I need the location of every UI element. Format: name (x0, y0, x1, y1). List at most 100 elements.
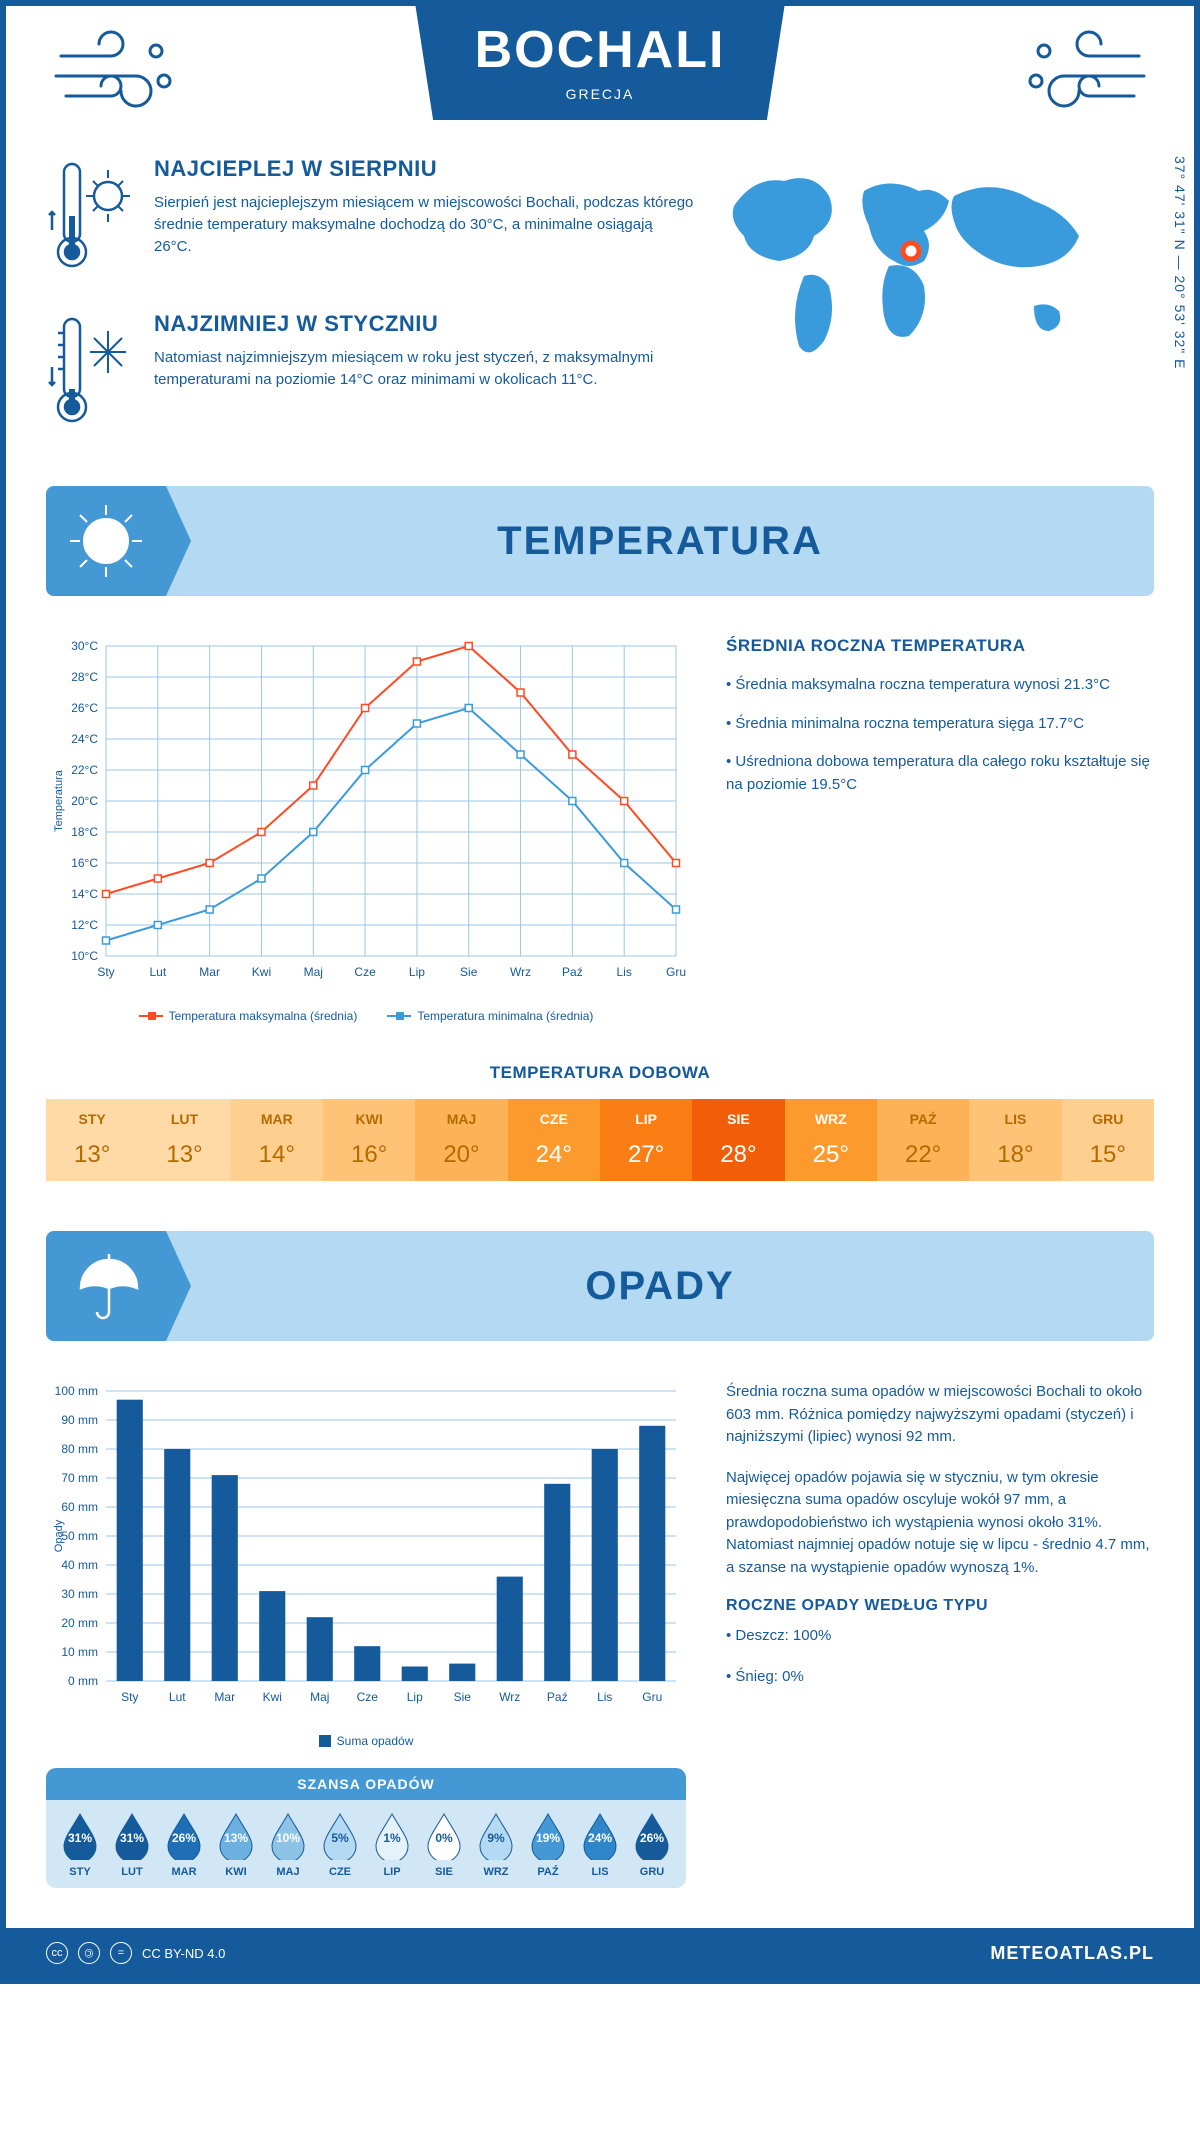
svg-text:26°C: 26°C (71, 701, 98, 715)
temp-summary-title: ŚREDNIA ROCZNA TEMPERATURA (726, 636, 1154, 656)
coordinates: 37° 47' 31" N — 20° 53' 32" E (1172, 156, 1188, 369)
temperature-title: TEMPERATURA (166, 519, 1154, 564)
chance-cell: 31% STY (54, 1812, 106, 1878)
precip-p2: Najwięcej opadów pojawia się w styczniu,… (726, 1467, 1154, 1580)
cold-block: NAJZIMNIEJ W STYCZNIU Natomiast najzimni… (46, 311, 694, 436)
chance-cell: 10% MAJ (262, 1812, 314, 1878)
hot-block: NAJCIEPLEJ W SIERPNIU Sierpień jest najc… (46, 156, 694, 281)
svg-text:20 mm: 20 mm (61, 1616, 98, 1630)
by-icon: 🄯 (78, 1942, 100, 1964)
svg-text:Kwi: Kwi (252, 965, 271, 979)
nd-icon: = (110, 1942, 132, 1964)
precip-summary: Średnia roczna suma opadów w miejscowośc… (726, 1381, 1154, 1888)
svg-text:28°C: 28°C (71, 670, 98, 684)
svg-text:40 mm: 40 mm (61, 1558, 98, 1572)
precip-legend: Suma opadów (337, 1734, 414, 1748)
svg-text:Lip: Lip (409, 965, 425, 979)
world-map (714, 156, 1114, 376)
sun-icon (46, 486, 166, 596)
svg-text:Cze: Cze (354, 965, 376, 979)
title-ribbon: BOCHALI GRECJA (415, 0, 786, 120)
svg-text:24°C: 24°C (71, 732, 98, 746)
svg-text:Lis: Lis (617, 965, 632, 979)
svg-text:Lut: Lut (169, 1690, 186, 1704)
temperature-summary: ŚREDNIA ROCZNA TEMPERATURA • Średnia mak… (726, 636, 1154, 1023)
daily-cell: SIE28° (692, 1099, 784, 1181)
temperature-chart: 10°C12°C14°C16°C18°C20°C22°C24°C26°C28°C… (46, 636, 686, 1023)
chance-cell: 24% LIS (574, 1812, 626, 1878)
temperature-banner: TEMPERATURA (46, 486, 1154, 596)
svg-text:Cze: Cze (357, 1690, 379, 1704)
hot-text: Sierpień jest najcieplejszym miesiącem w… (154, 192, 694, 257)
svg-text:12°C: 12°C (71, 918, 98, 932)
svg-text:90 mm: 90 mm (61, 1413, 98, 1427)
info-row: NAJCIEPLEJ W SIERPNIU Sierpień jest najc… (46, 156, 1154, 466)
legend-min: Temperatura minimalna (średnia) (417, 1009, 593, 1023)
chance-cell: 13% KWI (210, 1812, 262, 1878)
svg-text:30 mm: 30 mm (61, 1587, 98, 1601)
temp-bullet: • Uśredniona dobowa temperatura dla całe… (726, 751, 1154, 796)
footer: cc 🄯 = CC BY-ND 4.0 METEOATLAS.PL (6, 1928, 1194, 1978)
hot-title: NAJCIEPLEJ W SIERPNIU (154, 156, 694, 182)
chance-cell: 31% LUT (106, 1812, 158, 1878)
annual-bullet: • Deszcz: 100% (726, 1625, 1154, 1648)
svg-text:22°C: 22°C (71, 763, 98, 777)
precip-p1: Średnia roczna suma opadów w miejscowośc… (726, 1381, 1154, 1449)
svg-text:Temperatura: Temperatura (53, 769, 65, 832)
svg-text:Gru: Gru (666, 965, 686, 979)
svg-text:80 mm: 80 mm (61, 1442, 98, 1456)
city-name: BOCHALI (475, 20, 726, 80)
umbrella-icon (46, 1231, 166, 1341)
cold-title: NAJZIMNIEJ W STYCZNIU (154, 311, 694, 337)
svg-text:Sie: Sie (460, 965, 478, 979)
precip-banner: OPADY (46, 1231, 1154, 1341)
svg-text:Opady: Opady (53, 1519, 65, 1552)
temp-bullet: • Średnia minimalna roczna temperatura s… (726, 713, 1154, 736)
daily-cell: STY13° (46, 1099, 138, 1181)
precip-chart: 0 mm10 mm20 mm30 mm40 mm50 mm60 mm70 mm8… (46, 1381, 686, 1748)
chance-title: SZANSA OPADÓW (46, 1768, 686, 1800)
daily-cell: MAJ20° (415, 1099, 507, 1181)
svg-text:Paź: Paź (562, 965, 583, 979)
annual-precip-title: ROCZNE OPADY WEDŁUG TYPU (726, 1597, 1154, 1615)
svg-text:60 mm: 60 mm (61, 1500, 98, 1514)
cold-text: Natomiast najzimniejszym miesiącem w rok… (154, 347, 694, 391)
svg-text:Paź: Paź (547, 1690, 568, 1704)
wind-icon-right (1014, 6, 1154, 126)
country-name: GRECJA (475, 86, 726, 102)
wind-icon-left (46, 6, 186, 126)
svg-text:Mar: Mar (214, 1690, 235, 1704)
thermometer-cold-icon (46, 311, 136, 436)
svg-text:20°C: 20°C (71, 794, 98, 808)
chance-cell: 0% SIE (418, 1812, 470, 1878)
svg-text:Maj: Maj (310, 1690, 329, 1704)
annual-bullet: • Śnieg: 0% (726, 1666, 1154, 1689)
svg-text:Sty: Sty (97, 965, 114, 979)
svg-text:Mar: Mar (199, 965, 220, 979)
daily-cell: MAR14° (231, 1099, 323, 1181)
chance-cell: 9% WRZ (470, 1812, 522, 1878)
header-row: BOCHALI GRECJA (46, 6, 1154, 126)
svg-text:Wrz: Wrz (499, 1690, 520, 1704)
chance-cell: 19% PAŹ (522, 1812, 574, 1878)
svg-text:Wrz: Wrz (510, 965, 531, 979)
svg-text:Gru: Gru (642, 1690, 662, 1704)
svg-text:30°C: 30°C (71, 639, 98, 653)
daily-cell: CZE24° (508, 1099, 600, 1181)
daily-cell: LIP27° (600, 1099, 692, 1181)
svg-text:70 mm: 70 mm (61, 1471, 98, 1485)
daily-temp-strip: STY13°LUT13°MAR14°KWI16°MAJ20°CZE24°LIP2… (46, 1099, 1154, 1181)
chance-box: SZANSA OPADÓW 31% STY 31% LUT 26% MAR 13… (46, 1768, 686, 1888)
daily-cell: KWI16° (323, 1099, 415, 1181)
svg-text:Lis: Lis (597, 1690, 612, 1704)
svg-text:Kwi: Kwi (263, 1690, 282, 1704)
svg-text:50 mm: 50 mm (61, 1529, 98, 1543)
cc-icon: cc (46, 1942, 68, 1964)
temp-bullet: • Średnia maksymalna roczna temperatura … (726, 674, 1154, 697)
svg-text:18°C: 18°C (71, 825, 98, 839)
legend-max: Temperatura maksymalna (średnia) (169, 1009, 358, 1023)
daily-cell: LIS18° (969, 1099, 1061, 1181)
daily-temp-title: TEMPERATURA DOBOWA (46, 1063, 1154, 1083)
svg-text:Lut: Lut (149, 965, 166, 979)
site-name: METEOATLAS.PL (990, 1943, 1154, 1964)
